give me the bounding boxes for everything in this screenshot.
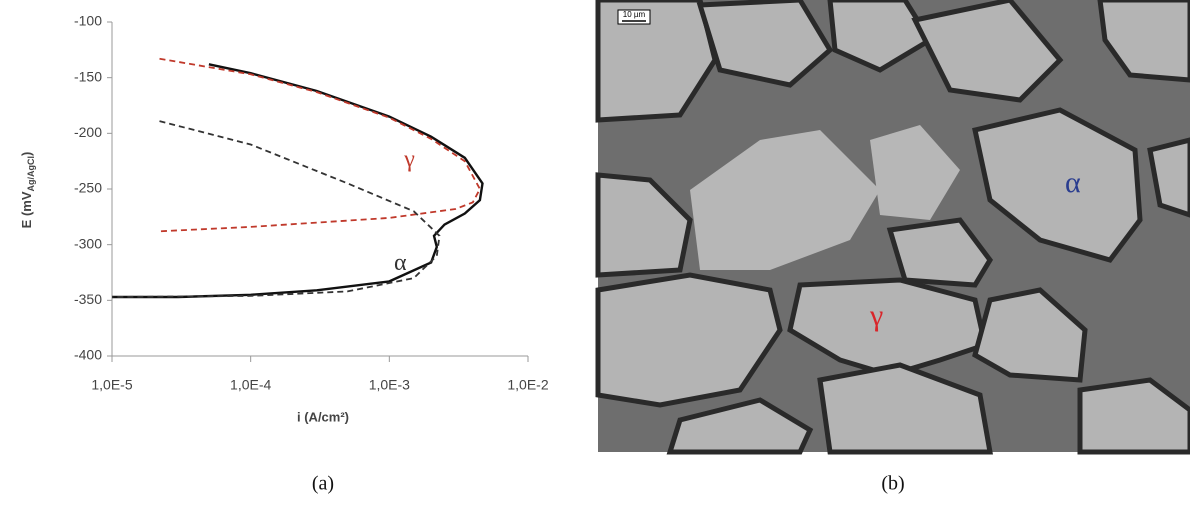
caption-b: (b) xyxy=(881,473,904,495)
y-axis-label-sub: Ag/AgCl xyxy=(26,156,36,192)
y-axis-label: E (mVAg/AgCl) xyxy=(19,152,36,229)
y-tick-label: -100 xyxy=(74,13,102,29)
y-axis-label-main: E (mV xyxy=(19,191,34,228)
scale-bar-label: 10 µm xyxy=(623,10,646,19)
y-tick-label: -150 xyxy=(74,68,102,84)
dashed-curve xyxy=(112,121,440,297)
annotation: γ xyxy=(403,147,415,173)
micrograph: 10 µm α γ xyxy=(598,0,1190,452)
x-tick-label: 1,0E-5 xyxy=(91,377,132,393)
figure: i (A/cm²) E (mVAg/AgCl) (a) (b) 10 µm xyxy=(0,0,1190,502)
dashed-curve xyxy=(160,59,480,232)
annotation: α xyxy=(394,250,407,276)
phase-label-alpha: α xyxy=(1065,166,1081,199)
phase-label-gamma: γ xyxy=(869,299,883,332)
x-axis-label: i (A/cm²) xyxy=(297,409,349,424)
y-tick-label: -300 xyxy=(74,235,102,251)
y-tick-label: -400 xyxy=(74,347,102,363)
caption-a: (a) xyxy=(312,473,334,495)
y-tick-label: -250 xyxy=(74,180,102,196)
x-tick-label: 1,0E-2 xyxy=(507,377,548,393)
x-tick-label: 1,0E-3 xyxy=(369,377,410,393)
y-tick-label: -350 xyxy=(74,291,102,307)
curve xyxy=(112,64,483,297)
x-tick-label: 1,0E-4 xyxy=(230,377,271,393)
y-tick-label: -200 xyxy=(74,124,102,140)
y-axis-label-close: ) xyxy=(19,152,34,156)
